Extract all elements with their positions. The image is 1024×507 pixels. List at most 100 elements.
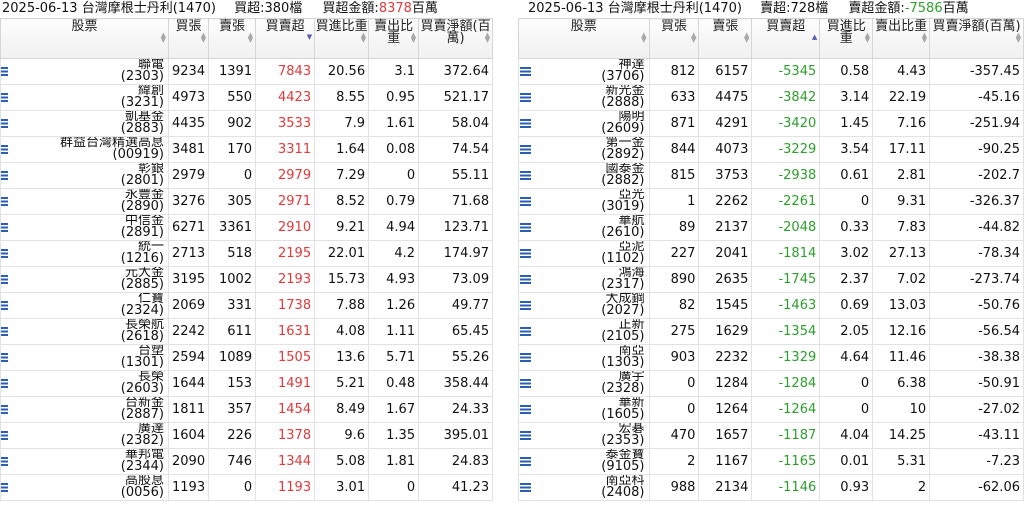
table-row[interactable]: 廣達 (2382) 1604 226 1378 9.6 1.35 395.01 <box>0 422 494 449</box>
stock-name[interactable]: 長榮 <box>137 370 164 384</box>
list-menu-icon[interactable] <box>520 379 531 388</box>
stock-name[interactable]: 華邦電 <box>124 448 164 462</box>
stock-code[interactable]: (3706) <box>601 69 645 84</box>
stock-code[interactable]: (00919) <box>112 147 165 162</box>
table-row[interactable]: 大成鋼 (2027) 82 1545 -1463 0.69 13.03 -50.76 <box>518 292 1024 319</box>
stock-name[interactable]: 南亞 <box>618 344 645 358</box>
list-menu-icon[interactable] <box>520 327 531 336</box>
list-menu-icon[interactable] <box>1 327 8 336</box>
stock-code[interactable]: (2408) <box>601 485 645 500</box>
table-row[interactable]: 台新金 (2887) 1811 357 1454 8.49 1.67 24.33 <box>0 396 494 423</box>
list-menu-icon[interactable] <box>520 249 531 258</box>
list-menu-icon[interactable] <box>520 119 531 128</box>
column-header-sell[interactable]: 賣張 ▲ ▼ <box>698 18 753 59</box>
stock-code[interactable]: (2328) <box>601 381 645 396</box>
list-menu-icon[interactable] <box>1 275 8 284</box>
stock-name[interactable]: 廣達 <box>137 422 164 436</box>
stock-name[interactable]: 凱基金 <box>124 110 164 124</box>
list-menu-icon[interactable] <box>1 223 8 232</box>
stock-name[interactable]: 正新 <box>618 318 645 332</box>
list-menu-icon[interactable] <box>1 379 8 388</box>
list-menu-icon[interactable] <box>1 197 8 206</box>
stock-code[interactable]: (0056) <box>120 485 164 500</box>
list-menu-icon[interactable] <box>520 353 531 362</box>
column-header-stock[interactable]: 股票 ▲ ▼ <box>0 18 169 59</box>
stock-name[interactable]: 群益台灣精選高息 <box>59 136 164 150</box>
stock-name[interactable]: 永豐金 <box>124 188 164 202</box>
list-menu-icon[interactable] <box>1 67 8 76</box>
list-menu-icon[interactable] <box>520 93 531 102</box>
column-header-sell-ratio[interactable]: 賣出比重 ▲ ▼ <box>368 18 420 59</box>
stock-name[interactable]: 元大金 <box>124 266 164 280</box>
list-menu-icon[interactable] <box>520 197 531 206</box>
stock-name[interactable]: 大成鋼 <box>605 292 645 306</box>
table-row[interactable]: 凱基金 (2883) 4435 902 3533 7.9 1.61 58.04 <box>0 110 494 137</box>
table-row[interactable]: 亞泥 (1102) 227 2041 -1814 3.02 27.13 -78.34 <box>518 240 1024 267</box>
stock-name[interactable]: 高股息 <box>124 474 164 488</box>
stock-name[interactable]: 彰銀 <box>137 162 164 176</box>
stock-name[interactable]: 南亞科 <box>605 474 645 488</box>
stock-code[interactable]: (2603) <box>120 381 164 396</box>
stock-name[interactable]: 中信金 <box>124 214 164 228</box>
table-row[interactable]: 長榮 (2603) 1644 153 1491 5.21 0.48 358.44 <box>0 370 494 397</box>
stock-code[interactable]: (1102) <box>601 251 645 266</box>
stock-code[interactable]: (2891) <box>120 225 164 240</box>
stock-name[interactable]: 宏碁 <box>618 422 645 436</box>
list-menu-icon[interactable] <box>520 171 531 180</box>
list-menu-icon[interactable] <box>520 483 531 492</box>
list-menu-icon[interactable] <box>1 145 8 154</box>
stock-code[interactable]: (1605) <box>601 407 645 422</box>
column-header-net-amount[interactable]: 買賣淨額(百萬) ▲ ▼ <box>929 18 1024 59</box>
stock-name[interactable]: 新光金 <box>605 84 645 98</box>
stock-name[interactable]: 台新金 <box>124 396 164 410</box>
stock-code[interactable]: (2317) <box>601 277 645 292</box>
table-row[interactable]: 神達 (3706) 812 6157 -5345 0.58 4.43 -357.45 <box>518 58 1024 85</box>
stock-code[interactable]: (2609) <box>601 121 645 136</box>
table-row[interactable]: 第一金 (2892) 844 4073 -3229 3.54 17.11 -90.25 <box>518 136 1024 163</box>
column-header-sell[interactable]: 賣張 ▲ ▼ <box>208 18 257 59</box>
table-row[interactable]: 廣宇 (2328) 0 1284 -1284 0 6.38 -50.91 <box>518 370 1024 397</box>
list-menu-icon[interactable] <box>1 171 8 180</box>
table-row[interactable]: 國泰金 (2882) 815 3753 -2938 0.61 2.81 -202.7 <box>518 162 1024 189</box>
stock-name[interactable]: 神達 <box>618 58 645 72</box>
list-menu-icon[interactable] <box>1 353 8 362</box>
stock-name[interactable]: 國泰金 <box>605 162 645 176</box>
table-row[interactable]: 群益台灣精選高息 (00919) 3481 170 3311 1.64 0.08 74.54 <box>0 136 494 163</box>
stock-code[interactable]: (2353) <box>601 433 645 448</box>
column-header-net[interactable]: 買賣超 ▼ <box>255 18 316 59</box>
table-row[interactable]: 仁寶 (2324) 2069 331 1738 7.88 1.26 49.77 <box>0 292 494 319</box>
list-menu-icon[interactable] <box>520 405 531 414</box>
stock-code[interactable]: (2885) <box>120 277 164 292</box>
list-menu-icon[interactable] <box>520 275 531 284</box>
table-row[interactable]: 南亞 (1303) 903 2232 -1329 4.64 11.46 -38.38 <box>518 344 1024 371</box>
stock-name[interactable]: 長榮航 <box>124 318 164 332</box>
stock-name[interactable]: 聯電 <box>137 58 164 72</box>
list-menu-icon[interactable] <box>520 67 531 76</box>
stock-code[interactable]: (2882) <box>601 173 645 188</box>
stock-name[interactable]: 亞泥 <box>618 240 645 254</box>
table-row[interactable]: 宏碁 (2353) 470 1657 -1187 4.04 14.25 -43.11 <box>518 422 1024 449</box>
column-header-net[interactable]: 買賣超 ▲ <box>751 18 821 59</box>
stock-name[interactable]: 華航 <box>618 214 645 228</box>
stock-code[interactable]: (2801) <box>120 173 164 188</box>
table-row[interactable]: 長榮航 (2618) 2242 611 1631 4.08 1.11 65.45 <box>0 318 494 345</box>
stock-name[interactable]: 台塑 <box>137 344 164 358</box>
stock-code[interactable]: (2887) <box>120 407 164 422</box>
stock-code[interactable]: (3019) <box>601 199 645 214</box>
stock-name[interactable]: 統一 <box>137 240 164 254</box>
list-menu-icon[interactable] <box>1 249 8 258</box>
table-row[interactable]: 南亞科 (2408) 988 2134 -1146 0.93 2 -62.06 <box>518 474 1024 501</box>
column-header-buy-ratio[interactable]: 買進比重 ▲ ▼ <box>314 18 370 59</box>
table-row[interactable]: 高股息 (0056) 1193 0 1193 3.01 0 41.23 <box>0 474 494 501</box>
table-row[interactable]: 台塑 (1301) 2594 1089 1505 13.6 5.71 55.26 <box>0 344 494 371</box>
column-header-buy[interactable]: 買張 ▲ ▼ <box>648 18 700 59</box>
list-menu-icon[interactable] <box>1 431 8 440</box>
stock-code[interactable]: (2890) <box>120 199 164 214</box>
stock-code[interactable]: (2382) <box>120 433 164 448</box>
list-menu-icon[interactable] <box>520 457 531 466</box>
stock-name[interactable]: 廣宇 <box>618 370 645 384</box>
stock-code[interactable]: (3231) <box>120 95 164 110</box>
table-row[interactable]: 中信金 (2891) 6271 3361 2910 9.21 4.94 123.71 <box>0 214 494 241</box>
stock-code[interactable]: (2883) <box>120 121 164 136</box>
stock-code[interactable]: (9105) <box>601 459 645 474</box>
